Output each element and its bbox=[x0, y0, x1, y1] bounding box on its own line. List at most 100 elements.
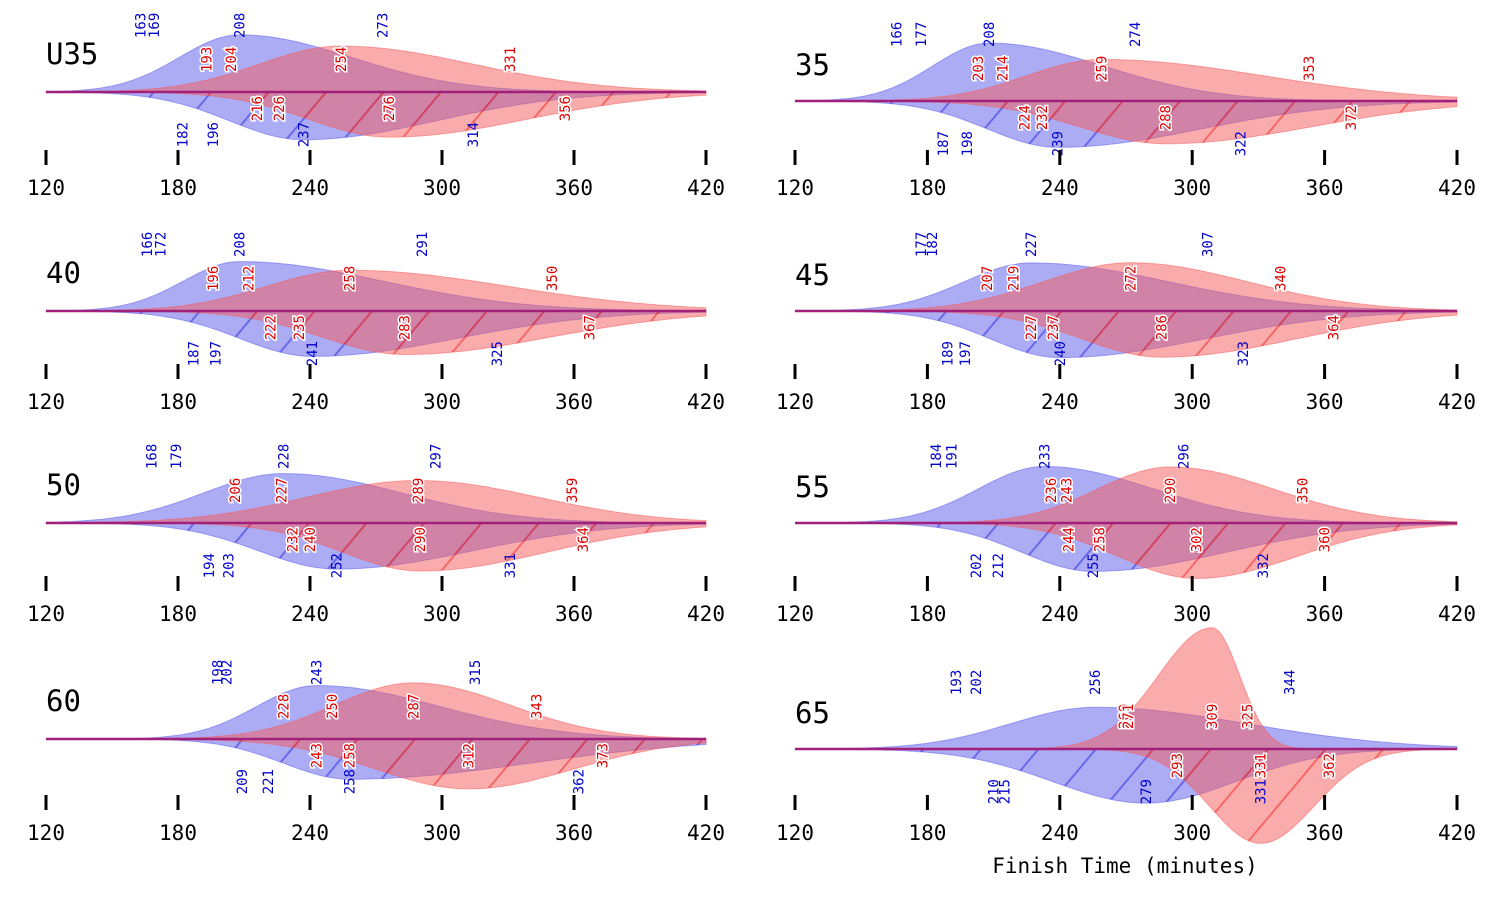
quantile-label: 364 bbox=[1326, 315, 1342, 340]
x-tick-label: 300 bbox=[423, 176, 461, 200]
quantile-label: 227 bbox=[274, 478, 290, 503]
quantile-label: 179 bbox=[169, 444, 185, 469]
quantile-label: 331 bbox=[503, 553, 519, 578]
quantile-label: 202 bbox=[969, 553, 985, 578]
quantile-label: 233 bbox=[1037, 444, 1053, 469]
quantile-label: 314 bbox=[466, 122, 482, 147]
x-tick-label: 240 bbox=[291, 176, 329, 200]
density-hatch bbox=[795, 311, 1457, 358]
x-tick-label: 240 bbox=[1041, 821, 1079, 845]
x-tick-label: 120 bbox=[776, 602, 814, 626]
quantile-label: 193 bbox=[949, 670, 965, 695]
quantile-label: 228 bbox=[277, 694, 293, 719]
quantile-label: 372 bbox=[1344, 105, 1360, 130]
quantile-label: 214 bbox=[995, 56, 1011, 81]
quantile-label: 356 bbox=[558, 96, 574, 121]
quantile-label: 271 bbox=[1121, 704, 1137, 729]
quantile-label: 224 bbox=[1017, 105, 1033, 130]
quantile-label: 194 bbox=[202, 553, 218, 578]
quantile-label: 293 bbox=[1170, 753, 1186, 778]
x-tick-label: 420 bbox=[687, 176, 725, 200]
quantile-label: 276 bbox=[382, 96, 398, 121]
x-tick-label: 240 bbox=[1041, 602, 1079, 626]
quantile-label: 331 bbox=[503, 47, 519, 72]
quantile-label: 219 bbox=[1006, 266, 1022, 291]
quantile-label: 274 bbox=[1128, 22, 1144, 47]
quantile-label: 222 bbox=[263, 315, 279, 340]
quantile-label: 172 bbox=[153, 232, 169, 257]
group-label: 40 bbox=[46, 256, 81, 290]
quantile-label: 323 bbox=[1236, 341, 1252, 366]
quantile-label: 362 bbox=[571, 769, 587, 794]
quantile-label: 208 bbox=[233, 13, 249, 38]
x-tick-label: 420 bbox=[1438, 602, 1476, 626]
x-tick-label: 120 bbox=[27, 821, 65, 845]
x-tick-label: 420 bbox=[1438, 821, 1476, 845]
group-label: 55 bbox=[795, 470, 830, 504]
quantile-label: 289 bbox=[411, 478, 427, 503]
quantile-label: 279 bbox=[1139, 779, 1155, 804]
x-tick-label: 420 bbox=[687, 390, 725, 414]
quantile-label: 206 bbox=[228, 478, 244, 503]
quantile-label: 291 bbox=[415, 232, 431, 257]
quantile-label: 332 bbox=[1256, 553, 1272, 578]
x-tick-label: 180 bbox=[159, 602, 197, 626]
quantile-label: 322 bbox=[1234, 131, 1250, 156]
quantile-label: 209 bbox=[235, 769, 251, 794]
quantile-label: 177 bbox=[914, 22, 930, 47]
x-tick-label: 120 bbox=[776, 821, 814, 845]
quantile-label: 203 bbox=[222, 553, 238, 578]
quantile-label: 177 bbox=[914, 232, 930, 257]
group-label: 45 bbox=[795, 258, 830, 292]
quantile-label: 208 bbox=[233, 232, 249, 257]
x-axis-title: Finish Time (minutes) bbox=[992, 854, 1258, 878]
density-area bbox=[795, 466, 1458, 524]
x-tick-label: 180 bbox=[908, 821, 946, 845]
quantile-label: 259 bbox=[1095, 56, 1111, 81]
quantile-label: 204 bbox=[224, 47, 240, 72]
density-hatch bbox=[46, 739, 706, 789]
quantile-label: 187 bbox=[936, 131, 952, 156]
quantile-label: 325 bbox=[1240, 704, 1256, 729]
quantile-label: 212 bbox=[241, 266, 257, 291]
quantile-label: 243 bbox=[1059, 478, 1075, 503]
quantile-label: 272 bbox=[1123, 266, 1139, 291]
quantile-label: 237 bbox=[1046, 315, 1062, 340]
quantile-label: 197 bbox=[208, 341, 224, 366]
x-tick-label: 300 bbox=[423, 821, 461, 845]
x-tick-label: 420 bbox=[687, 821, 725, 845]
quantile-label: 166 bbox=[140, 232, 156, 257]
quantile-label: 235 bbox=[292, 315, 308, 340]
quantile-label: 207 bbox=[980, 266, 996, 291]
quantile-label: 302 bbox=[1190, 527, 1206, 552]
x-tick-label: 300 bbox=[1173, 390, 1211, 414]
quantile-label: 254 bbox=[334, 47, 350, 72]
quantile-label: 258 bbox=[343, 769, 359, 794]
quantile-label: 221 bbox=[261, 769, 277, 794]
x-tick-label: 420 bbox=[687, 602, 725, 626]
x-tick-label: 420 bbox=[1438, 176, 1476, 200]
quantile-label: 331 bbox=[1254, 779, 1270, 804]
quantile-label: 244 bbox=[1062, 527, 1078, 552]
quantile-label: 359 bbox=[565, 478, 581, 503]
x-tick-label: 120 bbox=[27, 602, 65, 626]
quantile-label: 169 bbox=[147, 13, 163, 38]
quantile-label: 163 bbox=[134, 13, 150, 38]
quantile-label: 166 bbox=[890, 22, 906, 47]
x-tick-label: 120 bbox=[776, 176, 814, 200]
quantile-label: 240 bbox=[303, 527, 319, 552]
quantile-label: 256 bbox=[1088, 670, 1104, 695]
density-area bbox=[795, 627, 1457, 750]
density-hatch bbox=[795, 749, 1457, 844]
x-tick-label: 300 bbox=[423, 390, 461, 414]
x-tick-label: 360 bbox=[1306, 390, 1344, 414]
quantile-label: 290 bbox=[413, 527, 429, 552]
quantile-label: 343 bbox=[530, 694, 546, 719]
quantile-label: 362 bbox=[1322, 753, 1338, 778]
quantile-label: 296 bbox=[1176, 444, 1192, 469]
quantile-label: 210 bbox=[987, 779, 1003, 804]
quantile-label: 286 bbox=[1154, 315, 1170, 340]
quantile-label: 350 bbox=[545, 266, 561, 291]
density-hatch bbox=[46, 523, 706, 571]
